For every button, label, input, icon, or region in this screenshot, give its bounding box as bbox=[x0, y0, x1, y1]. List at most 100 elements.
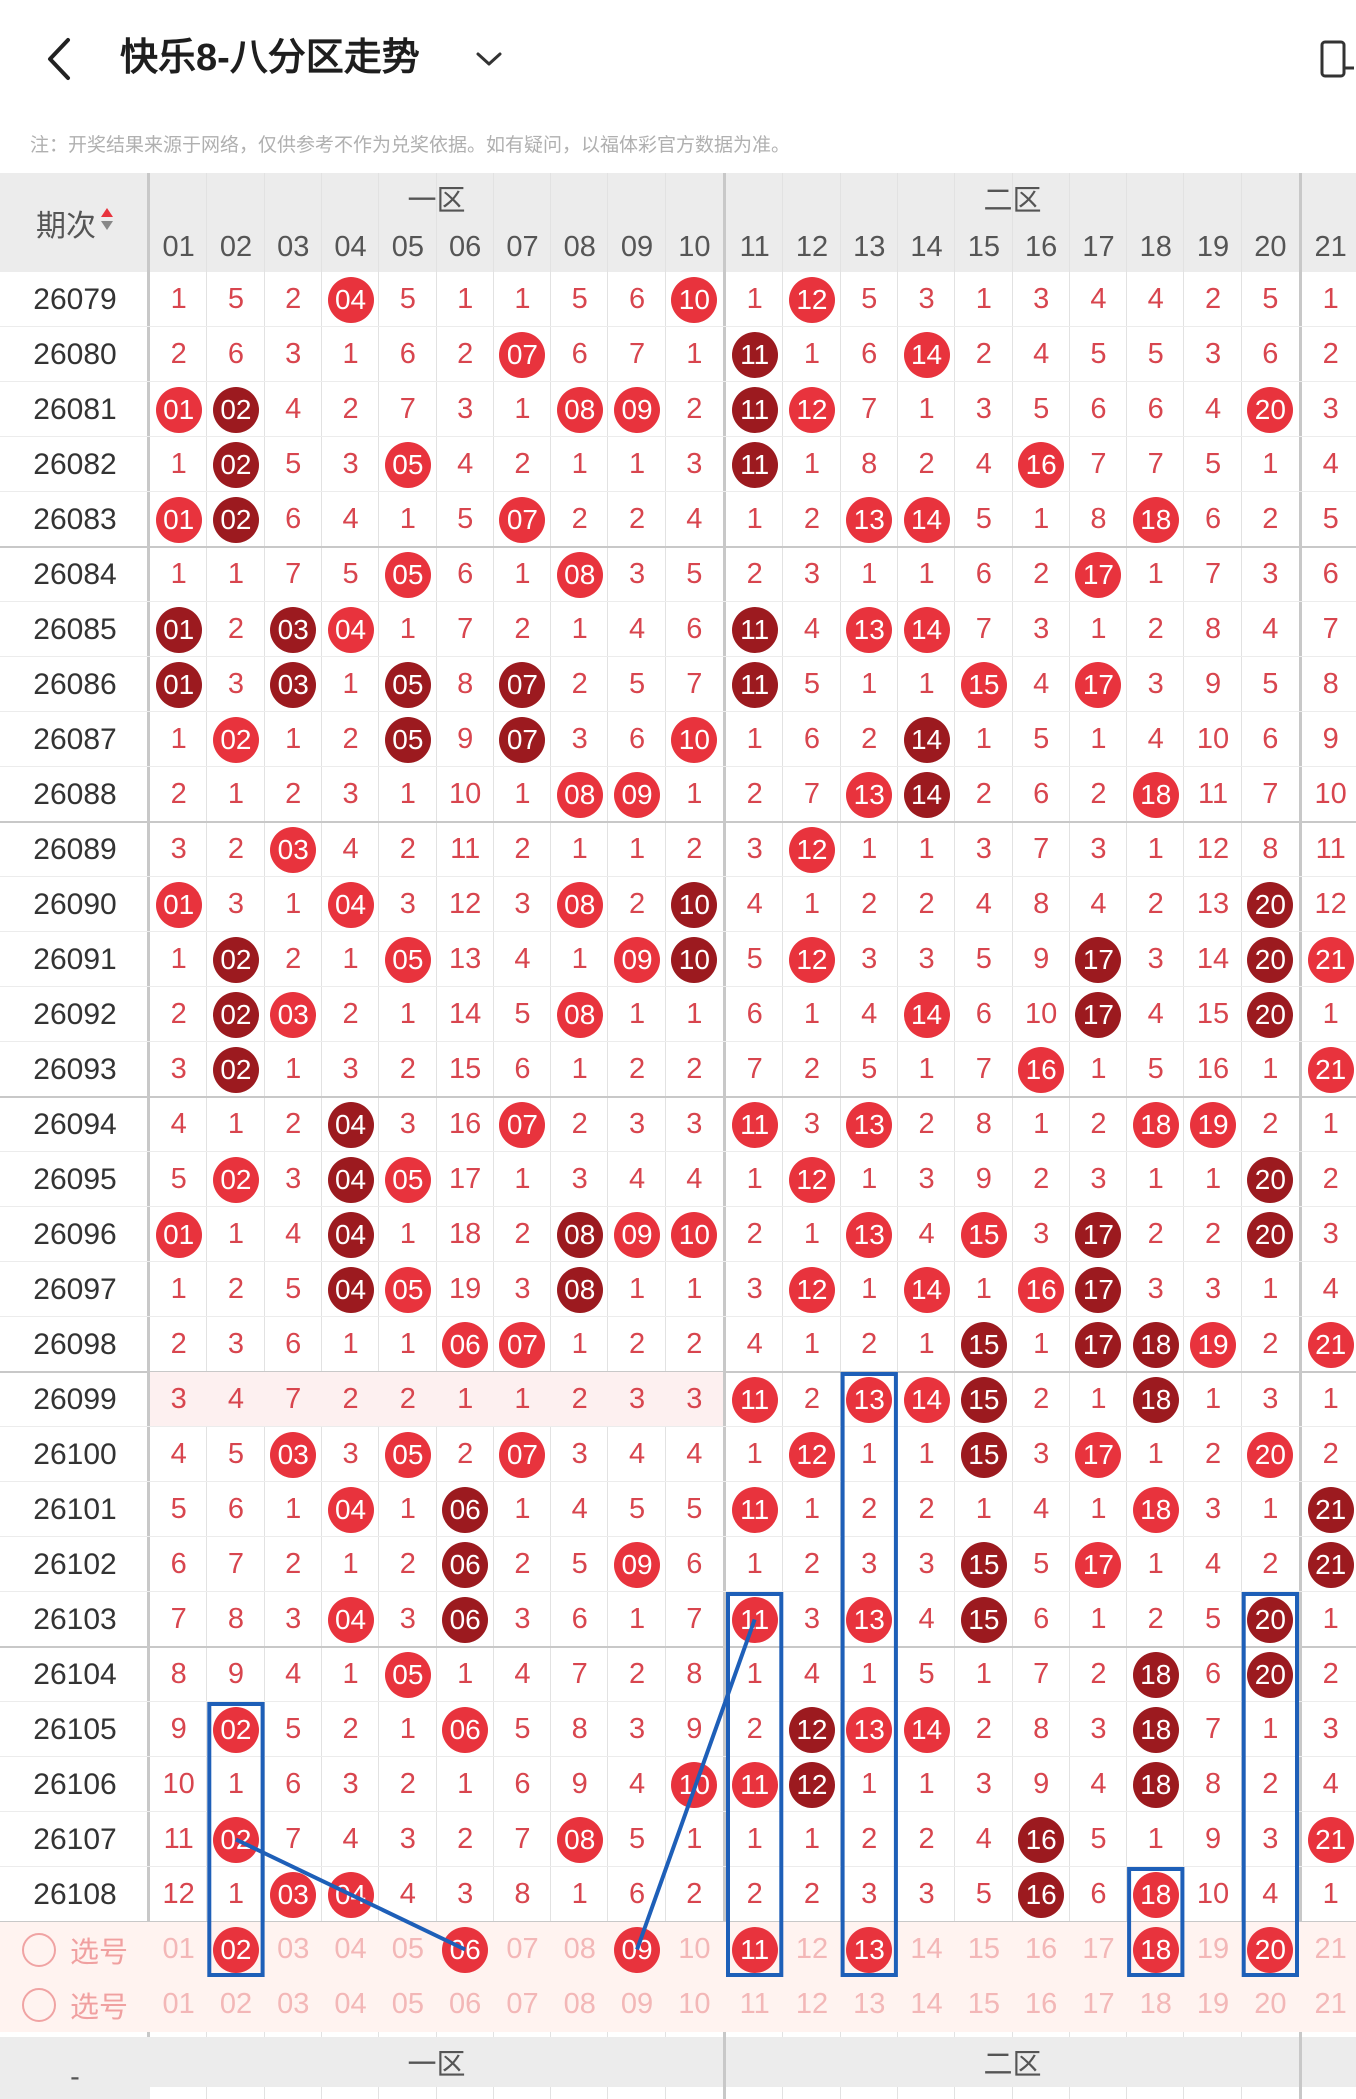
pick-number[interactable]: 06 bbox=[449, 1988, 482, 2020]
pick-cell[interactable]: 07 bbox=[494, 1922, 551, 1977]
pick-number[interactable]: 05 bbox=[391, 1988, 424, 2020]
pick-number[interactable]: 07 bbox=[506, 1933, 539, 1965]
selected-ball[interactable]: 11 bbox=[731, 1926, 778, 1973]
pick-cell[interactable]: 11 bbox=[726, 1922, 783, 1977]
pick-cell[interactable]: 21 bbox=[1302, 1977, 1356, 2032]
pick-number[interactable]: 12 bbox=[795, 1933, 829, 1965]
pick-number[interactable]: 07 bbox=[506, 1988, 539, 2020]
sort-icon[interactable] bbox=[100, 206, 114, 240]
pick-cell[interactable]: 03 bbox=[265, 1977, 322, 2032]
pick-cell[interactable]: 10 bbox=[666, 1922, 723, 1977]
pick-number[interactable]: 15 bbox=[967, 1988, 1000, 2020]
pick-number[interactable]: 21 bbox=[1314, 1933, 1347, 1965]
pick-cell[interactable]: 18 bbox=[1127, 1922, 1184, 1977]
pick-cell[interactable]: 13 bbox=[841, 1922, 898, 1977]
pick-number[interactable]: 01 bbox=[162, 1988, 195, 2020]
pick-number[interactable]: 17 bbox=[1082, 1988, 1115, 2020]
pick-cell[interactable]: 01 bbox=[150, 1977, 207, 2032]
pick-cell[interactable]: 04 bbox=[322, 1922, 379, 1977]
selected-ball[interactable]: 13 bbox=[846, 1926, 893, 1973]
pick-cell[interactable]: 16 bbox=[1013, 1922, 1070, 1977]
pick-number[interactable]: 05 bbox=[391, 1933, 424, 1965]
pick-number[interactable]: 21 bbox=[1314, 1988, 1347, 2020]
pick-cell[interactable]: 18 bbox=[1127, 1977, 1184, 2032]
pick-cell[interactable]: 06 bbox=[437, 1922, 494, 1977]
pick-number[interactable]: 10 bbox=[678, 1933, 711, 1965]
pick-number[interactable]: 12 bbox=[795, 1988, 829, 2020]
pick-cell[interactable]: 12 bbox=[783, 1977, 840, 2032]
pick-cell[interactable]: 17 bbox=[1070, 1922, 1127, 1977]
pick-number[interactable]: 16 bbox=[1025, 1988, 1058, 2020]
pick-cell[interactable]: 21 bbox=[1302, 1922, 1356, 1977]
pick-number[interactable]: 19 bbox=[1196, 1933, 1230, 1965]
pick-label[interactable]: 选号 bbox=[0, 1977, 150, 2032]
pick-cell[interactable]: 02 bbox=[207, 1922, 264, 1977]
drawn-ball: 13 bbox=[846, 1596, 893, 1643]
selected-ball[interactable]: 02 bbox=[212, 1926, 259, 1973]
pick-number[interactable]: 03 bbox=[277, 1988, 310, 2020]
pick-cell[interactable]: 14 bbox=[898, 1977, 955, 2032]
pick-number[interactable]: 08 bbox=[563, 1933, 596, 1965]
pick-number[interactable]: 03 bbox=[277, 1933, 310, 1965]
pick-cell[interactable]: 04 bbox=[322, 1977, 379, 2032]
pick-number[interactable]: 14 bbox=[910, 1933, 943, 1965]
pick-cell[interactable]: 08 bbox=[551, 1977, 608, 2032]
pick-cell[interactable]: 07 bbox=[494, 1977, 551, 2032]
table-cell: 10 bbox=[666, 272, 723, 327]
pick-cell[interactable]: 16 bbox=[1013, 1977, 1070, 2032]
pick-number[interactable]: 04 bbox=[334, 1933, 367, 1965]
pick-number[interactable]: 20 bbox=[1254, 1988, 1287, 2020]
pick-number[interactable]: 10 bbox=[678, 1988, 711, 2020]
period-header[interactable]: 期次 bbox=[0, 173, 150, 272]
select-circle-icon[interactable] bbox=[21, 1932, 56, 1967]
pick-cell[interactable]: 20 bbox=[1242, 1922, 1299, 1977]
pick-cell[interactable]: 08 bbox=[551, 1922, 608, 1977]
pick-cell[interactable]: 02 bbox=[207, 1977, 264, 2032]
pick-cell[interactable]: 11 bbox=[726, 1977, 783, 2032]
page-title[interactable]: 快乐8-八分区走势 bbox=[120, 37, 420, 79]
pick-number[interactable]: 16 bbox=[1025, 1933, 1058, 1965]
pick-cell[interactable]: 06 bbox=[437, 1977, 494, 2032]
pick-cell[interactable]: 12 bbox=[783, 1922, 840, 1977]
pick-cell[interactable]: 15 bbox=[955, 1922, 1012, 1977]
miss-count: 5 bbox=[628, 1823, 646, 1855]
pick-cell[interactable]: 13 bbox=[841, 1977, 898, 2032]
pick-cell[interactable]: 09 bbox=[608, 1922, 665, 1977]
pick-number[interactable]: 18 bbox=[1139, 1988, 1172, 2020]
pick-cell[interactable]: 15 bbox=[955, 1977, 1012, 2032]
phone-rotate-icon[interactable] bbox=[1318, 38, 1356, 82]
pick-cell[interactable]: 09 bbox=[608, 1977, 665, 2032]
selected-ball[interactable]: 09 bbox=[614, 1926, 661, 1973]
pick-cell[interactable]: 01 bbox=[150, 1922, 207, 1977]
pick-cell[interactable]: 19 bbox=[1184, 1922, 1241, 1977]
pick-number[interactable]: 01 bbox=[162, 1933, 195, 1965]
select-circle-icon[interactable] bbox=[21, 1987, 56, 2022]
pick-number[interactable]: 02 bbox=[219, 1988, 253, 2020]
miss-count: 2 bbox=[803, 1383, 821, 1415]
selected-ball[interactable]: 06 bbox=[442, 1926, 489, 1973]
pick-number[interactable]: 13 bbox=[853, 1988, 886, 2020]
pick-cell[interactable]: 05 bbox=[379, 1977, 436, 2032]
miss-count: 1 bbox=[686, 1823, 703, 1855]
pick-cell[interactable]: 14 bbox=[898, 1922, 955, 1977]
drawn-ball: 02 bbox=[212, 991, 259, 1038]
pick-number[interactable]: 11 bbox=[739, 1988, 770, 2020]
pick-cell[interactable]: 19 bbox=[1184, 1977, 1241, 2032]
pick-cell[interactable]: 20 bbox=[1242, 1977, 1299, 2032]
selected-ball[interactable]: 18 bbox=[1132, 1926, 1179, 1973]
chevron-down-icon[interactable] bbox=[472, 44, 506, 74]
pick-number[interactable]: 15 bbox=[967, 1933, 1000, 1965]
selected-ball[interactable]: 20 bbox=[1247, 1926, 1294, 1973]
pick-number[interactable]: 09 bbox=[620, 1988, 654, 2020]
pick-cell[interactable]: 05 bbox=[379, 1922, 436, 1977]
pick-number[interactable]: 19 bbox=[1196, 1988, 1230, 2020]
pick-cell[interactable]: 10 bbox=[666, 1977, 723, 2032]
pick-number[interactable]: 17 bbox=[1082, 1933, 1115, 1965]
pick-number[interactable]: 08 bbox=[563, 1988, 596, 2020]
pick-cell[interactable]: 03 bbox=[265, 1922, 322, 1977]
back-arrow-icon[interactable] bbox=[40, 34, 80, 84]
pick-number[interactable]: 04 bbox=[334, 1988, 367, 2020]
pick-label[interactable]: 选号 bbox=[0, 1922, 150, 1977]
pick-number[interactable]: 14 bbox=[910, 1988, 943, 2020]
pick-cell[interactable]: 17 bbox=[1070, 1977, 1127, 2032]
